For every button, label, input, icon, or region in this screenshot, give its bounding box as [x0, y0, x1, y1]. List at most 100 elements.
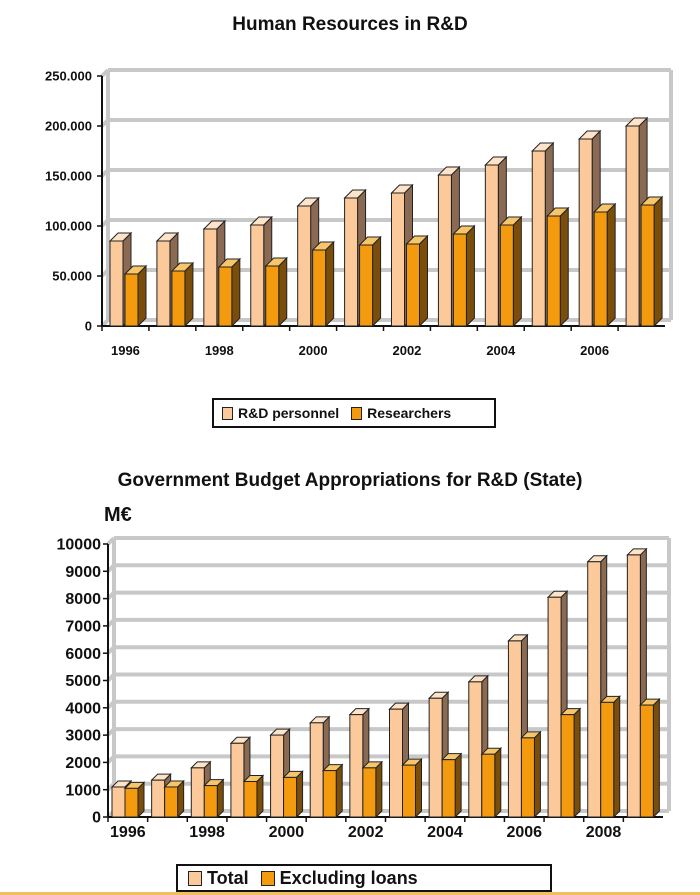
x-tick-label: 2002	[392, 343, 421, 358]
bar-2001-series-2	[322, 770, 337, 818]
bar-2002-series-2	[406, 243, 420, 327]
bar-2004-series-2	[441, 759, 456, 818]
footer-rule	[0, 892, 700, 895]
chart-2-legend: Total Excluding loans	[176, 864, 552, 892]
bar-2008-series-2-side	[613, 695, 621, 819]
y-tick-label: 150.000	[45, 169, 92, 184]
legend-label-series-1: R&D personnel	[238, 405, 340, 421]
y-tick-label: 7000	[65, 619, 101, 636]
y-tick-label: 250.000	[45, 69, 92, 84]
bar-1997-series-2	[171, 270, 186, 327]
bar-1998-series-2	[218, 266, 233, 327]
plot-back-wall	[108, 70, 671, 320]
legend-swatch-total	[188, 870, 202, 886]
x-tick-label: 2004	[427, 824, 463, 841]
legend-swatch-series-2	[351, 406, 363, 420]
bar-2002-series-2	[362, 767, 377, 818]
bar-2005-series-2-side	[494, 747, 502, 819]
bar-2001-series-2-side	[335, 763, 343, 819]
x-tick-label: 1998	[205, 343, 234, 358]
bar-1998-series-1	[203, 228, 218, 327]
bar-1996-series-1	[111, 786, 126, 818]
legend-label-excluding-loans: Excluding loans	[279, 867, 418, 888]
legend-item-total: Total	[188, 868, 249, 889]
legend-item-excluding-loans: Excluding loans	[260, 867, 418, 889]
bar-2006-series-1	[507, 640, 522, 818]
bar-2009-series-2-side	[652, 697, 660, 819]
chart-1-title: Human Resources in R&D	[232, 14, 468, 35]
bar-2000-series-2	[312, 249, 327, 327]
bar-2000-series-2	[283, 776, 298, 818]
bar-2005-series-1	[468, 681, 483, 818]
bar-2005-series-1	[531, 150, 546, 327]
bar-2003-series-1	[437, 174, 452, 327]
bar-1999-series-2-side	[256, 774, 264, 819]
bar-2007-series-2	[560, 714, 575, 818]
y-tick-label: 0	[92, 810, 101, 827]
bar-1997-series-1	[156, 240, 171, 327]
bar-2004-series-1	[428, 697, 443, 818]
y-tick-label: 5000	[65, 673, 101, 690]
chart-2-title: Government Budget Appropriations for R&D…	[117, 470, 583, 491]
bar-1999-series-2	[243, 781, 258, 818]
x-tick-label: 2008	[586, 824, 622, 841]
bar-2003-series-1	[389, 708, 403, 818]
bar-2000-series-2-side	[296, 770, 304, 819]
bar-2001-series-2	[359, 244, 374, 327]
legend-swatch-series-1	[222, 406, 233, 420]
bar-2006-series-2	[593, 211, 608, 327]
x-tick-label: 2000	[269, 824, 305, 841]
bar-2007-series-2	[640, 204, 655, 327]
bar-2009-series-1	[626, 554, 641, 818]
legend-item-series-1: R&D personnel	[222, 405, 339, 421]
x-tick-label: 2004	[486, 343, 516, 358]
y-tick-label: 10000	[57, 537, 102, 554]
bar-2006-series-2	[520, 737, 535, 818]
chart-1-plot: 0 50.000 100.000 150.000 200.000 250.000 1996 1…	[45, 68, 673, 358]
bar-2004-series-2-side	[454, 752, 462, 819]
bar-2006-series-2-side	[533, 730, 541, 819]
bar-1999-series-1	[250, 224, 265, 327]
x-tick-label: 2002	[348, 824, 384, 841]
bar-2001-series-1	[344, 197, 359, 327]
y-tick-label: 8000	[65, 591, 101, 608]
bar-2002-series-1	[391, 192, 405, 327]
bar-1996-series-2	[124, 787, 139, 818]
x-tick-label: 1998	[189, 824, 225, 841]
bar-2004-series-1	[484, 164, 499, 327]
legend-item-series-2: Researchers	[351, 405, 451, 421]
chart-1-legend: R&D personnel Researchers	[212, 398, 496, 428]
chart-2-plot: 0 1000 2000 3000 4000 5000 6000 7000 8000 9000 100…	[57, 536, 671, 841]
bar-2002-series-2-side	[375, 760, 383, 819]
x-tick-label: 1996	[110, 824, 146, 841]
bar-2005-series-2	[546, 215, 561, 327]
x-tick-label: 2006	[580, 343, 609, 358]
y-tick-label: 4000	[65, 700, 101, 717]
bar-2005-series-2	[481, 753, 496, 818]
bar-1996-series-1	[109, 240, 124, 327]
bar-2004-series-2	[499, 224, 514, 327]
y-tick-label: 6000	[65, 646, 101, 663]
y-tick-label: 0	[85, 319, 92, 334]
bar-2008-series-1	[587, 561, 602, 818]
y-tick-label: 3000	[65, 728, 101, 745]
bar-1996-series-2	[124, 273, 139, 327]
bar-1997-series-1	[151, 779, 166, 818]
chart-2-unit-label: M€	[104, 504, 132, 526]
y-tick-label: 9000	[65, 564, 101, 581]
bar-2003-series-2-side	[415, 757, 422, 819]
bar-2003-series-2	[402, 764, 416, 818]
bar-1998-series-2	[203, 785, 218, 818]
bar-2008-series-2	[600, 701, 615, 818]
bar-2003-series-2	[452, 233, 467, 327]
bar-2006-series-1	[578, 138, 593, 327]
legend-label-total: Total	[207, 867, 249, 888]
y-tick-label: 50.000	[52, 269, 92, 284]
x-tick-label: 1996	[111, 343, 140, 358]
legend-swatch-excluding-loans	[260, 870, 275, 886]
y-tick-label: 100.000	[45, 219, 92, 234]
y-tick-label: 200.000	[45, 119, 92, 134]
bar-1999-series-1	[230, 742, 245, 818]
legend-label-series-2: Researchers	[367, 405, 452, 421]
y-tick-label: 1000	[65, 782, 101, 799]
